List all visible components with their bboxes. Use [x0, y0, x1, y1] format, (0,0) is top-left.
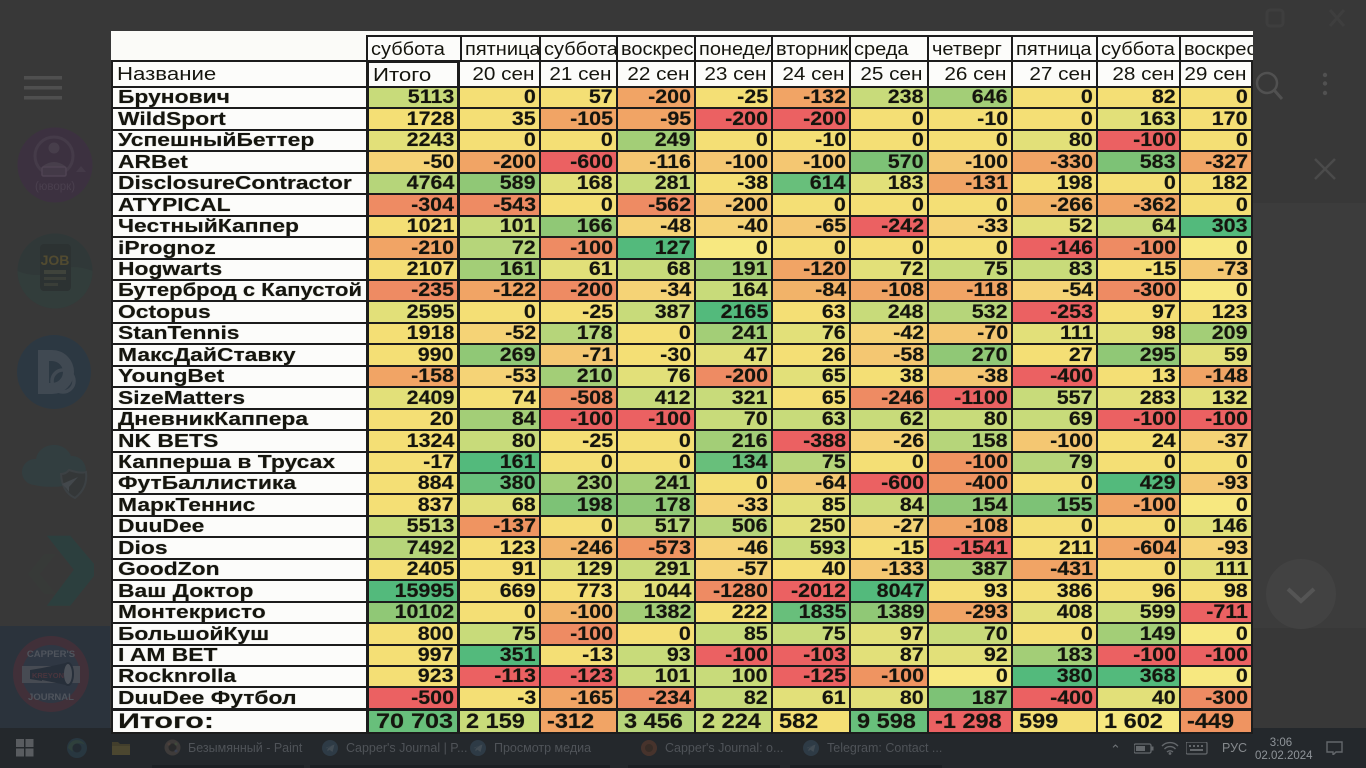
svg-text:JOURNAL: JOURNAL: [28, 692, 74, 703]
svg-text:CAPPER'S: CAPPER'S: [27, 649, 75, 660]
svg-text:JOB: JOB: [41, 252, 70, 268]
svg-text:KREYON: KREYON: [32, 671, 64, 680]
svg-text:(юворк): (юворк): [35, 181, 75, 193]
